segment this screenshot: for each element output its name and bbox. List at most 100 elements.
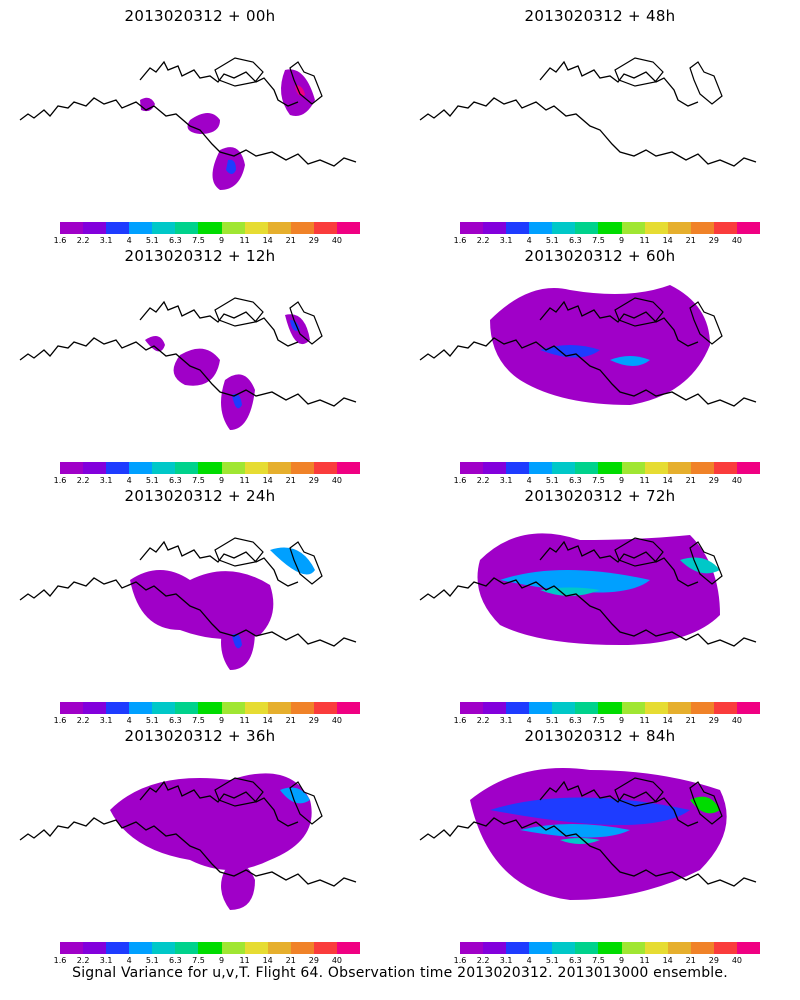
colorbar-tick-label: 7.5 bbox=[192, 236, 205, 245]
colorbar-swatch bbox=[713, 462, 737, 474]
colorbar-swatch bbox=[552, 462, 576, 474]
colorbar-swatch bbox=[506, 222, 530, 234]
colorbar-swatch bbox=[552, 222, 576, 234]
colorbar-tick-label: 11 bbox=[639, 956, 650, 965]
colorbar-tick-label: 21 bbox=[685, 716, 696, 725]
colorbar-swatch bbox=[152, 942, 176, 954]
colorbar-swatch bbox=[83, 702, 107, 714]
colorbar-swatch bbox=[713, 942, 737, 954]
colorbar-swatch bbox=[129, 462, 153, 474]
colorbar-tick-label: 11 bbox=[239, 716, 250, 725]
colorbar-tick-label: 29 bbox=[308, 236, 319, 245]
colorbar-swatch bbox=[290, 462, 314, 474]
arctic-islands bbox=[214, 537, 323, 585]
map-plot bbox=[19, 297, 357, 430]
colorbar-tick-label: 1.6 bbox=[53, 716, 67, 725]
panel-title: 2013020312 + 48h bbox=[524, 7, 676, 25]
coastline bbox=[19, 97, 357, 167]
coastline bbox=[139, 60, 299, 107]
map-panel: 2013020312 + 84h 1.6 2.2 3.1 4 5.1 6.3 7.5 9 11 14… bbox=[400, 720, 800, 965]
colorbar-swatch bbox=[621, 222, 645, 234]
colorbar-swatch bbox=[221, 462, 245, 474]
map-plot bbox=[19, 773, 357, 910]
colorbar-tick-label: 6.3 bbox=[569, 716, 582, 725]
colorbar-swatch bbox=[336, 942, 361, 954]
variance-contour bbox=[270, 547, 315, 575]
colorbar-swatch bbox=[621, 462, 645, 474]
colorbar-tick-label: 29 bbox=[308, 476, 319, 485]
colorbar-labels: 1.6 2.2 3.1 4 5.1 6.3 7.5 9 11 14 21 29 40 bbox=[454, 716, 760, 726]
variance-contour bbox=[145, 336, 165, 352]
colorbar-tick-label: 4 bbox=[126, 236, 132, 245]
colorbar-swatch bbox=[621, 702, 645, 714]
variance-contour bbox=[490, 797, 690, 825]
colorbar-tick-label: 2.2 bbox=[476, 236, 490, 245]
colorbar-tick-label: 1.6 bbox=[53, 236, 67, 245]
colorbar-tick-label: 7.5 bbox=[592, 236, 605, 245]
coastline bbox=[19, 817, 357, 887]
map-plot bbox=[419, 768, 757, 900]
colorbar-tick-label: 4 bbox=[526, 716, 532, 725]
colorbar-tick-label: 7.5 bbox=[192, 716, 205, 725]
colorbar-swatch bbox=[313, 942, 337, 954]
panel-title: 2013020312 + 36h bbox=[124, 727, 276, 745]
arctic-islands bbox=[214, 777, 323, 825]
colorbar-swatch bbox=[267, 702, 291, 714]
colorbar-tick-label: 3.1 bbox=[499, 476, 513, 485]
colorbar bbox=[460, 222, 761, 234]
colorbar-tick-label: 14 bbox=[262, 956, 273, 965]
colorbar-tick-label: 29 bbox=[708, 476, 719, 485]
map-plot bbox=[419, 285, 757, 407]
variance-contour bbox=[560, 838, 600, 844]
colorbar-tick-label: 40 bbox=[731, 956, 743, 965]
colorbar-tick-label: 40 bbox=[331, 236, 343, 245]
colorbar-swatch bbox=[575, 702, 599, 714]
colorbar-tick-label: 2.2 bbox=[76, 476, 90, 485]
colorbar-labels: 1.6 2.2 3.1 4 5.1 6.3 7.5 9 11 14 21 29 40 bbox=[54, 956, 360, 966]
colorbar-tick-label: 11 bbox=[239, 956, 250, 965]
colorbar bbox=[60, 942, 361, 954]
colorbar-swatch bbox=[460, 222, 484, 234]
colorbar-swatch bbox=[690, 462, 714, 474]
colorbar-tick-label: 5.1 bbox=[545, 236, 559, 245]
variance-contour bbox=[173, 348, 220, 386]
colorbar-swatch bbox=[267, 462, 291, 474]
colorbar-tick-label: 11 bbox=[639, 236, 650, 245]
colorbar-swatch bbox=[575, 462, 599, 474]
variance-contour bbox=[187, 113, 220, 134]
colorbar bbox=[460, 702, 761, 714]
colorbar-swatch bbox=[198, 942, 222, 954]
colorbar-tick-label: 6.3 bbox=[169, 476, 182, 485]
colorbar-swatch bbox=[106, 942, 130, 954]
colorbar-swatch bbox=[529, 702, 553, 714]
colorbar-swatch bbox=[598, 222, 622, 234]
map-plot bbox=[419, 533, 757, 647]
colorbar-swatch bbox=[106, 702, 130, 714]
coastline bbox=[19, 337, 357, 407]
colorbar-swatch bbox=[736, 222, 761, 234]
colorbar-swatch bbox=[529, 942, 553, 954]
colorbar-swatch bbox=[83, 462, 107, 474]
variance-contour bbox=[520, 824, 630, 838]
arctic-islands bbox=[214, 57, 323, 105]
arctic-islands bbox=[614, 777, 723, 825]
colorbar-tick-label: 3.1 bbox=[499, 236, 513, 245]
colorbar-swatch bbox=[106, 222, 130, 234]
colorbar-swatch bbox=[60, 702, 84, 714]
colorbar-tick-label: 21 bbox=[685, 956, 696, 965]
colorbar-swatch bbox=[644, 702, 668, 714]
coastline bbox=[19, 577, 357, 647]
coastline bbox=[419, 97, 757, 167]
colorbar-tick-label: 5.1 bbox=[545, 476, 559, 485]
colorbar-tick-label: 2.2 bbox=[476, 956, 490, 965]
colorbar-swatch bbox=[313, 222, 337, 234]
panel-title: 2013020312 + 24h bbox=[124, 487, 276, 505]
colorbar-swatch bbox=[460, 702, 484, 714]
colorbar-tick-label: 5.1 bbox=[545, 716, 559, 725]
variance-contour bbox=[690, 796, 720, 814]
colorbar-swatch bbox=[690, 942, 714, 954]
colorbar-swatch bbox=[175, 222, 199, 234]
colorbar-tick-label: 9 bbox=[218, 236, 225, 245]
colorbar-tick-label: 21 bbox=[285, 716, 296, 725]
colorbar-swatch bbox=[529, 462, 553, 474]
